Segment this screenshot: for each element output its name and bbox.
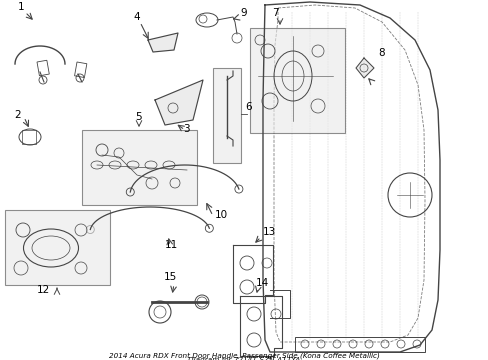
Bar xyxy=(5,210,110,285)
Bar xyxy=(22,130,36,144)
Text: 2014 Acura RDX Front Door Handle, Passenger Side (Kona Coffee Metallic): 2014 Acura RDX Front Door Handle, Passen… xyxy=(108,352,379,359)
Text: 8: 8 xyxy=(377,48,384,58)
Text: 14: 14 xyxy=(256,278,269,288)
Bar xyxy=(249,28,345,133)
Text: Diagram for 72141-SZN-A11YA: Diagram for 72141-SZN-A11YA xyxy=(187,357,300,360)
Text: 5: 5 xyxy=(135,112,142,122)
Bar xyxy=(213,68,241,163)
Text: 3: 3 xyxy=(183,124,189,134)
Bar xyxy=(74,62,87,77)
Text: 6: 6 xyxy=(244,102,251,112)
Text: 9: 9 xyxy=(240,8,246,18)
Text: 10: 10 xyxy=(215,210,228,220)
Polygon shape xyxy=(155,80,203,125)
Polygon shape xyxy=(148,33,178,52)
Text: 4: 4 xyxy=(133,12,140,22)
Bar xyxy=(82,130,197,205)
Text: 11: 11 xyxy=(164,240,178,250)
Text: 1: 1 xyxy=(18,2,24,12)
Text: 2: 2 xyxy=(14,110,20,120)
Text: 12: 12 xyxy=(36,285,49,295)
Bar xyxy=(37,60,49,76)
Text: 13: 13 xyxy=(263,227,276,237)
Text: 7: 7 xyxy=(271,8,278,18)
Text: 15: 15 xyxy=(163,272,177,282)
Polygon shape xyxy=(355,58,373,78)
Bar xyxy=(294,337,424,352)
